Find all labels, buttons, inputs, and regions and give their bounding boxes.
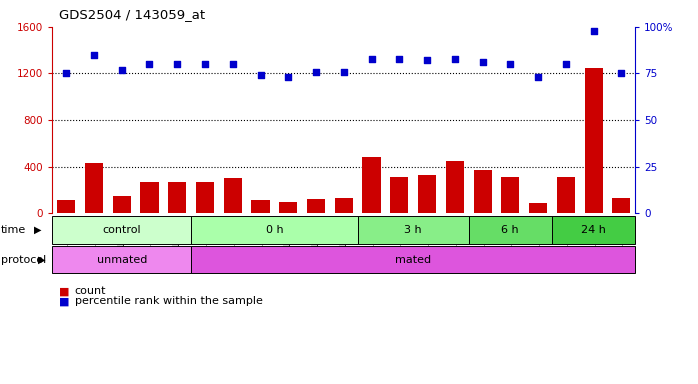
Bar <box>112 196 131 213</box>
Bar <box>584 68 602 213</box>
Bar <box>85 163 103 213</box>
Bar <box>57 200 75 213</box>
Point <box>394 55 405 61</box>
Text: 3 h: 3 h <box>404 225 422 235</box>
Point <box>422 57 433 63</box>
Bar <box>307 199 325 213</box>
Point <box>311 68 322 74</box>
Point <box>505 61 516 67</box>
Text: 6 h: 6 h <box>501 225 519 235</box>
Bar <box>529 203 547 213</box>
Point <box>533 74 544 80</box>
Bar <box>168 182 186 213</box>
Bar <box>140 182 158 213</box>
Bar <box>196 182 214 213</box>
Point <box>116 67 127 73</box>
Bar <box>612 198 630 213</box>
Point <box>560 61 572 67</box>
Point <box>89 52 100 58</box>
Bar <box>473 170 491 213</box>
Text: ■: ■ <box>59 286 70 296</box>
Text: 24 h: 24 h <box>581 225 606 235</box>
Text: ▶: ▶ <box>34 225 41 235</box>
Point <box>338 68 349 74</box>
Bar <box>251 200 269 213</box>
Point <box>200 61 211 67</box>
Text: control: control <box>103 225 141 235</box>
Text: GDS2504 / 143059_at: GDS2504 / 143059_at <box>59 8 205 21</box>
Point <box>283 74 294 80</box>
Text: count: count <box>75 286 106 296</box>
Bar <box>390 177 408 213</box>
Text: percentile rank within the sample: percentile rank within the sample <box>75 296 262 306</box>
Bar <box>224 178 242 213</box>
Text: 0 h: 0 h <box>265 225 283 235</box>
Bar <box>446 161 463 213</box>
Point <box>227 61 238 67</box>
Point <box>450 55 461 61</box>
Text: unmated: unmated <box>96 255 147 265</box>
Point <box>588 28 599 34</box>
Point <box>366 55 377 61</box>
Point <box>616 70 627 76</box>
Bar <box>418 175 436 213</box>
Point <box>477 59 488 65</box>
Bar <box>279 202 297 213</box>
Bar <box>362 157 380 213</box>
Point <box>172 61 183 67</box>
Point <box>255 72 266 78</box>
Bar <box>501 177 519 213</box>
Text: ▶: ▶ <box>38 255 46 265</box>
Point <box>61 70 72 76</box>
Text: time: time <box>1 225 26 235</box>
Text: ■: ■ <box>59 296 70 306</box>
Bar <box>557 177 575 213</box>
Text: protocol: protocol <box>1 255 46 265</box>
Text: mated: mated <box>395 255 431 265</box>
Bar <box>335 198 352 213</box>
Point <box>144 61 155 67</box>
